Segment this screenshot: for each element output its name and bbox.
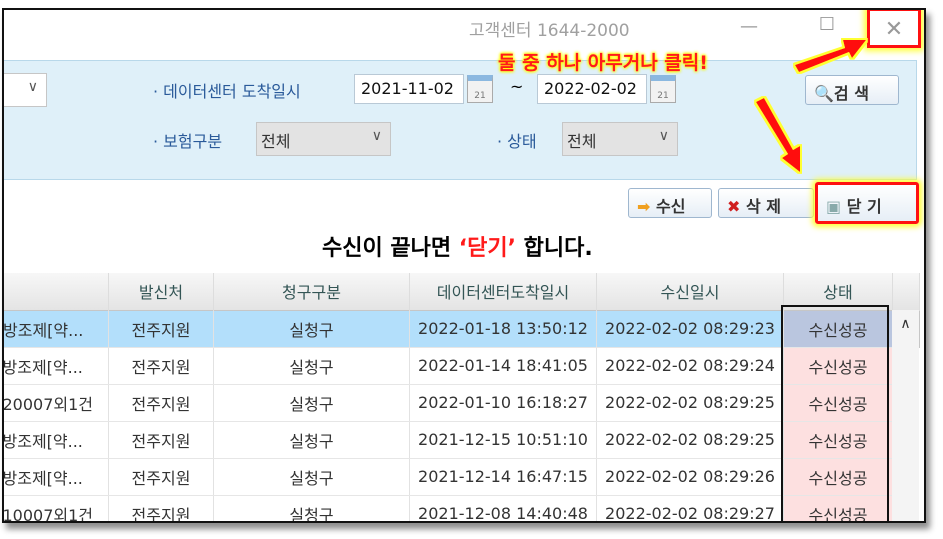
maximize-button[interactable]: ☐ xyxy=(818,14,836,35)
cell-status: 수신성공 xyxy=(783,458,893,496)
date-from-input[interactable]: 2021-11-02 xyxy=(354,74,464,104)
cell-claim-type: 실청구 xyxy=(213,458,410,496)
receive-table: 발신처 청구구분 데이터센터도착일시 수신일시 상태 방조제[약... 전주지원 실… xyxy=(4,273,920,521)
chevron-down-icon: ∨ xyxy=(371,128,382,144)
cell-received: 2022-02-02 08:29:25 xyxy=(596,384,784,422)
col-header[interactable] xyxy=(4,273,109,310)
header-filler xyxy=(892,273,920,310)
table-row[interactable]: 방조제[약... 전주지원 실청구 2021-12-14 16:47:15 2022-0… xyxy=(4,458,920,496)
arrival-date-label: · 데이터센터 도착일시 xyxy=(153,82,301,101)
cell-sender: 전주지원 xyxy=(108,458,214,496)
cell-sender: 전주지원 xyxy=(108,495,214,521)
delete-icon: ✖ xyxy=(727,197,741,216)
calendar-icon[interactable]: 21 xyxy=(467,75,493,103)
chevron-down-icon: ∨ xyxy=(658,128,669,144)
cell-claim-type: 실청구 xyxy=(213,310,410,348)
chevron-down-icon: ∨ xyxy=(27,79,38,95)
cell-arrival: 2022-01-18 13:50:12 xyxy=(409,310,597,348)
status-column-highlight xyxy=(781,305,889,521)
cell-sender: 전주지원 xyxy=(108,384,214,422)
search-button[interactable]: 🔍검 색 xyxy=(805,75,899,105)
cell-arrival: 2022-01-14 18:41:05 xyxy=(409,347,597,385)
cell-claim-type: 실청구 xyxy=(213,347,410,385)
cell-sender: 전주지원 xyxy=(108,421,214,459)
col-header-arrival[interactable]: 데이터센터도착일시 xyxy=(409,273,597,310)
cell-item: 방조제[약... xyxy=(4,310,109,348)
col-header-claim-type[interactable]: 청구구분 xyxy=(213,273,410,310)
cell-claim-type: 실청구 xyxy=(213,421,410,459)
scroll-up-icon[interactable]: ∧ xyxy=(900,316,911,332)
close-window-button[interactable]: ✕ xyxy=(867,10,921,48)
table-row[interactable]: 20007외1건 전주지원 실청구 2022-01-10 16:18:27 2022-0… xyxy=(4,384,920,422)
col-header-sender[interactable]: 발신처 xyxy=(108,273,214,310)
magnifier-icon: 🔍 xyxy=(814,84,834,103)
cell-arrival: 2022-01-10 16:18:27 xyxy=(409,384,597,422)
filter-panel: ∨ · 데이터센터 도착일시 2021-11-02 21 ~ 2022-02-0… xyxy=(4,60,917,180)
cell-received: 2022-02-02 08:29:27 xyxy=(596,495,784,521)
cell-status: 수신성공 xyxy=(783,310,893,348)
insurance-label: · 보험구분 xyxy=(153,132,223,151)
cell-received: 2022-02-02 08:29:25 xyxy=(596,421,784,459)
cell-arrival: 2021-12-15 10:51:10 xyxy=(409,421,597,459)
cell-claim-type: 실청구 xyxy=(213,384,410,422)
table-row[interactable]: 방조제[약... 전주지원 실청구 2022-01-18 13:50:12 2022-0… xyxy=(4,310,920,348)
cell-claim-type: 실청구 xyxy=(213,495,410,521)
app-window: 고객센터 1644-2000 — ☐ ✕ ∨ · 데이터센터 도착일시 2021… xyxy=(2,8,926,523)
cell-status: 수신성공 xyxy=(783,495,893,521)
cell-item: 10007외1건 xyxy=(4,495,109,521)
date-to-input[interactable]: 2022-02-02 xyxy=(537,74,647,104)
cell-arrival: 2021-12-14 16:47:15 xyxy=(409,458,597,496)
cell-item: 20007외1건 xyxy=(4,384,109,422)
table-row[interactable]: 방조제[약... 전주지원 실청구 2022-01-14 18:41:05 2022-0… xyxy=(4,347,920,385)
arrow-to-close-button xyxy=(756,98,800,172)
vertical-scrollbar[interactable]: ∧ xyxy=(892,310,919,521)
cell-status: 수신성공 xyxy=(783,347,893,385)
arrow-right-icon: ➡ xyxy=(637,197,651,216)
filter-dropdown[interactable]: ∨ xyxy=(4,73,47,107)
close-box-icon: ▣ xyxy=(826,197,842,216)
date-separator: ~ xyxy=(510,77,524,96)
col-header-status[interactable]: 상태 xyxy=(783,273,893,310)
minimize-button[interactable]: — xyxy=(740,16,758,37)
status-select[interactable]: 전체 ∨ xyxy=(562,122,678,156)
cell-received: 2022-02-02 08:29:24 xyxy=(596,347,784,385)
close-button[interactable]: ▣ 닫 기 xyxy=(815,182,919,224)
arrow-to-close-x xyxy=(795,40,866,72)
window-title: 고객센터 1644-2000 xyxy=(469,21,630,41)
calendar-icon[interactable]: 21 xyxy=(650,75,676,103)
cell-item: 방조제[약... xyxy=(4,421,109,459)
receive-button[interactable]: ➡ 수신 xyxy=(628,188,712,218)
cell-status: 수신성공 xyxy=(783,384,893,422)
cell-item: 방조제[약... xyxy=(4,347,109,385)
delete-button[interactable]: ✖ 삭 제 xyxy=(718,188,814,218)
annotation-close-hint: 수신이 끝나면 ‘닫기’ 합니다. xyxy=(322,236,593,261)
cell-sender: 전주지원 xyxy=(108,310,214,348)
cell-item: 방조제[약... xyxy=(4,458,109,496)
cell-received: 2022-02-02 08:29:26 xyxy=(596,458,784,496)
table-row[interactable]: 방조제[약... 전주지원 실청구 2021-12-15 10:51:10 2022-0… xyxy=(4,421,920,459)
table-row[interactable]: 10007외1건 전주지원 실청구 2021-12-08 14:40:48 2022-0… xyxy=(4,495,920,521)
insurance-select[interactable]: 전체 ∨ xyxy=(256,122,391,156)
cell-arrival: 2021-12-08 14:40:48 xyxy=(409,495,597,521)
cell-sender: 전주지원 xyxy=(108,347,214,385)
annotation-click-hint: 둘 중 하나 아무거나 클릭! xyxy=(498,52,708,74)
col-header-received[interactable]: 수신일시 xyxy=(596,273,784,310)
status-label: · 상태 xyxy=(497,132,537,151)
cell-received: 2022-02-02 08:29:23 xyxy=(596,310,784,348)
